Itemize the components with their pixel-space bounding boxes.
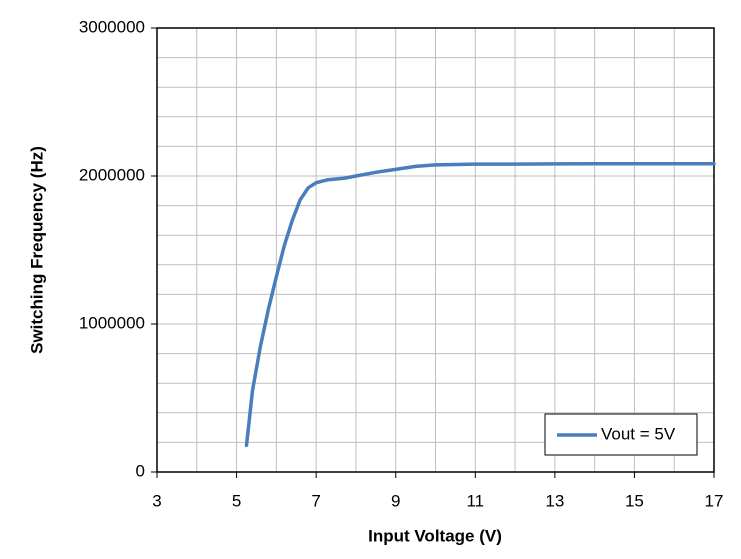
y-tick-label: 2000000 (79, 165, 145, 184)
x-tick-label: 3 (152, 491, 161, 510)
x-tick-label: 13 (545, 491, 564, 510)
x-axis-title: Input Voltage (V) (368, 526, 502, 545)
y-tick-label: 1000000 (79, 313, 145, 332)
y-tick-label: 3000000 (79, 17, 145, 36)
x-tick-label: 17 (705, 491, 724, 510)
plot-frame (156, 27, 715, 473)
y-tick-label: 0 (136, 461, 145, 480)
x-tick-label: 5 (232, 491, 241, 510)
y-axis-title: Switching Frequency (Hz) (27, 146, 46, 354)
legend-label: Vout = 5V (601, 424, 676, 443)
x-tick-label: 9 (391, 491, 400, 510)
data-line (244, 161, 716, 448)
x-tick-label: 7 (311, 491, 320, 510)
x-tick-label: 11 (466, 491, 484, 510)
x-tick-label: 15 (625, 491, 644, 510)
